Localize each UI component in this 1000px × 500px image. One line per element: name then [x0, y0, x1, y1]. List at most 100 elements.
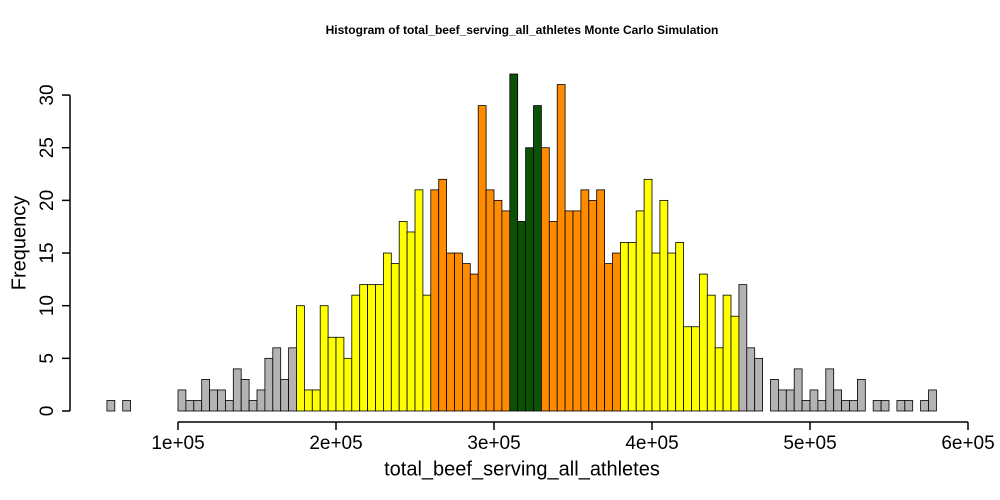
y-tick-label: 5 [37, 353, 58, 364]
bar [896, 400, 906, 412]
x-tick-label: 1e+05 [151, 433, 204, 454]
bar [588, 199, 598, 412]
bar [327, 336, 337, 412]
bar [201, 379, 210, 412]
bar [620, 242, 629, 412]
bar [928, 389, 937, 412]
x-tick-label: 6e+05 [941, 433, 994, 454]
bar [454, 252, 463, 412]
bar [288, 347, 297, 412]
bar [841, 400, 850, 412]
bar [556, 84, 566, 412]
bar [296, 305, 305, 412]
bar [564, 210, 574, 412]
bar [706, 294, 716, 412]
x-tick-label: 4e+05 [625, 433, 678, 454]
bar [303, 389, 313, 412]
bar [438, 178, 448, 412]
bar [264, 357, 274, 412]
bar [635, 210, 645, 412]
bar [335, 336, 345, 412]
bar [106, 400, 116, 412]
bar [240, 379, 250, 412]
bar [904, 400, 914, 412]
bar [548, 221, 558, 412]
bar [359, 284, 369, 412]
bar [738, 284, 748, 412]
bar [185, 400, 195, 412]
y-tick-label: 25 [37, 137, 58, 158]
bar [833, 389, 843, 412]
bar [217, 389, 226, 412]
bar [414, 189, 424, 412]
bar [643, 178, 653, 412]
bar [525, 147, 534, 412]
bar [248, 400, 258, 412]
bar [770, 379, 779, 412]
bar [596, 189, 606, 412]
bar [319, 305, 329, 412]
bar [375, 284, 384, 412]
y-tick-label: 15 [37, 242, 58, 263]
bar [778, 389, 787, 412]
bar [541, 147, 550, 412]
bar [659, 199, 669, 412]
bar [177, 389, 187, 412]
bar [785, 389, 795, 412]
bar [691, 326, 700, 412]
y-tick-label: 30 [37, 84, 58, 105]
bar [604, 263, 613, 412]
bar [533, 105, 542, 412]
bar [343, 357, 353, 412]
bar [485, 189, 495, 412]
bar [193, 400, 203, 412]
bar [509, 73, 519, 412]
y-tick-label: 0 [37, 406, 58, 417]
bar [517, 221, 527, 412]
y-tick-label: 10 [37, 295, 58, 316]
bar [699, 273, 708, 412]
bar [430, 189, 440, 412]
bar [872, 400, 882, 412]
bar [809, 389, 819, 412]
bar [367, 284, 376, 412]
bar [580, 189, 590, 412]
bar [256, 389, 266, 412]
bar [461, 263, 471, 412]
chart-title: Histogram of total_beef_serving_all_athl… [326, 23, 719, 37]
y-tick-label: 20 [37, 190, 58, 211]
bar [272, 347, 282, 412]
bar [801, 400, 811, 412]
bar [382, 252, 392, 412]
bar [209, 389, 218, 412]
bar [612, 252, 621, 412]
bar [675, 242, 685, 412]
bar [477, 105, 487, 412]
bar [122, 400, 131, 412]
bar [857, 379, 866, 412]
bar [920, 400, 929, 412]
bar [849, 400, 858, 412]
bar [572, 210, 582, 412]
bar [501, 210, 511, 412]
bar [722, 294, 732, 412]
bar [469, 273, 479, 412]
bar [667, 252, 677, 412]
bar [683, 326, 692, 412]
bar [817, 400, 827, 412]
bar [406, 231, 416, 412]
bar [730, 315, 740, 412]
bar [746, 347, 756, 412]
x-axis-label: total_beef_serving_all_athletes [384, 458, 660, 480]
x-tick-label: 3e+05 [467, 433, 520, 454]
bar [232, 368, 242, 412]
bar [398, 221, 408, 412]
bar [390, 263, 400, 412]
y-axis-label: Frequency [8, 196, 30, 291]
bar [446, 252, 455, 412]
bar [351, 294, 361, 412]
bar [493, 199, 503, 412]
bar [651, 252, 661, 412]
x-tick-label: 2e+05 [309, 433, 362, 454]
